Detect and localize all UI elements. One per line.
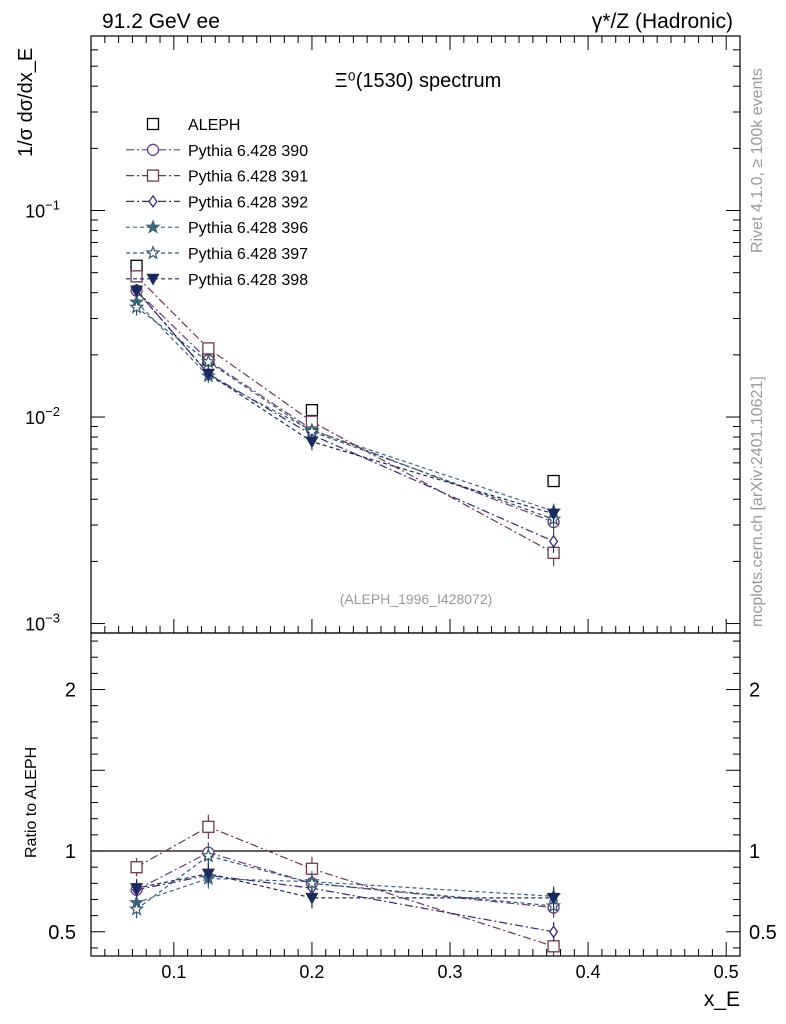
legend-label: Pythia 6.428 392 (188, 194, 308, 211)
data-point (202, 820, 215, 833)
x-axis-label: x_E (704, 988, 740, 1011)
ratio-line (136, 855, 554, 910)
data-point (201, 868, 215, 881)
y-axis-label: 1/σ dσ/dx_E (15, 48, 37, 157)
series-5 (128, 299, 562, 529)
legend-label: Pythia 6.428 396 (188, 220, 308, 237)
data-point (304, 875, 320, 890)
x-tick-label: 0.5 (714, 962, 739, 982)
data-point (146, 169, 160, 182)
data-point (305, 436, 319, 449)
x-tick-label: 0.4 (576, 962, 601, 982)
data-point (128, 299, 145, 314)
data-point (145, 244, 161, 260)
series-1 (130, 284, 560, 532)
ratio-line (136, 873, 554, 899)
y-tick-label: 10−2 (25, 404, 60, 428)
rivet-label: Rivet 4.1.0, ≥ 100k events (749, 68, 766, 253)
series-2 (130, 270, 560, 566)
series-line (136, 301, 554, 512)
data-point (201, 368, 215, 381)
series-line (136, 275, 554, 554)
ratio-tick-label-right: 0.5 (749, 922, 777, 944)
data-point (130, 270, 143, 283)
data-point (202, 342, 215, 355)
data-point (130, 883, 144, 895)
data-point (547, 892, 561, 905)
series-aleph (130, 259, 560, 488)
ratio-tick-label-left: 1 (65, 841, 76, 863)
axis-ticks: 0.1 0.2 0.3 0.4 0.5 10−1 10−2 10−3 0.5 0.5 1 1 2 2 (25, 36, 777, 982)
data-point (200, 353, 216, 369)
ratio-tick-label-right: 1 (749, 841, 760, 863)
data-point (200, 847, 216, 863)
series-4 (128, 294, 562, 520)
series-3 (131, 283, 559, 553)
data-point (145, 219, 161, 234)
ratio-series-3 (131, 865, 559, 942)
ratio-line (136, 826, 554, 947)
x-tick-label: 0.3 (438, 962, 463, 982)
legend-label: ALEPH (188, 117, 240, 134)
ratio-tick-label-right: 2 (749, 680, 760, 702)
series-line (136, 290, 554, 515)
data-point (305, 403, 319, 417)
ratio-series-2 (130, 814, 560, 956)
ratio-series-6 (130, 863, 561, 909)
header-right: γ*/Z (Hadronic) (592, 10, 733, 33)
data-point (146, 143, 160, 156)
legend: ALEPH Pythia 6.428 390 Pythia 6.428 391 Pyt… (126, 117, 308, 289)
legend-label: Pythia 6.428 390 (188, 143, 308, 160)
data-point (305, 892, 319, 905)
data-point (130, 861, 143, 874)
x-tick-label: 0.1 (161, 962, 186, 982)
y-tick-label: 10−1 (25, 198, 60, 222)
data-point (146, 273, 160, 286)
data-point (547, 940, 560, 953)
x-tick-label: 0.2 (299, 962, 324, 982)
ratio-y-axis-label: Ratio to ALEPH (23, 747, 40, 858)
series-6 (130, 284, 561, 523)
series-line (136, 290, 554, 523)
series-line (136, 290, 554, 542)
data-point (547, 508, 561, 521)
data-point (148, 194, 158, 209)
ratio-line (136, 877, 554, 904)
data-point (128, 901, 145, 916)
mcplots-label: mcplots.cern.ch [arXiv:2401.10621] (749, 376, 766, 627)
analysis-tag: (ALEPH_1996_I428072) (340, 591, 493, 607)
ratio-tick-label-left: 2 (65, 680, 76, 702)
ratio-tick-label-left: 0.5 (48, 922, 76, 944)
data-point (130, 285, 144, 298)
data-point (548, 925, 559, 939)
ratio-line (136, 851, 554, 909)
legend-label: Pythia 6.428 398 (188, 272, 308, 289)
series-line (136, 306, 554, 520)
data-point (146, 117, 160, 131)
legend-label: Pythia 6.428 391 (188, 169, 308, 186)
legend-label: Pythia 6.428 397 (188, 246, 308, 263)
data-point (547, 474, 560, 488)
ratio-series-5 (128, 845, 562, 919)
data-point (130, 259, 143, 272)
ratio-series-1 (130, 842, 560, 918)
series-layer (128, 259, 562, 956)
data-point (548, 534, 559, 549)
chart-title: Ξ⁰(1530) spectrum (335, 70, 502, 92)
y-tick-label: 10−3 (25, 611, 60, 635)
header-left: 91.2 GeV ee (102, 10, 220, 33)
ratio-plot-frame (90, 632, 741, 957)
ratio-series-4 (128, 868, 562, 912)
